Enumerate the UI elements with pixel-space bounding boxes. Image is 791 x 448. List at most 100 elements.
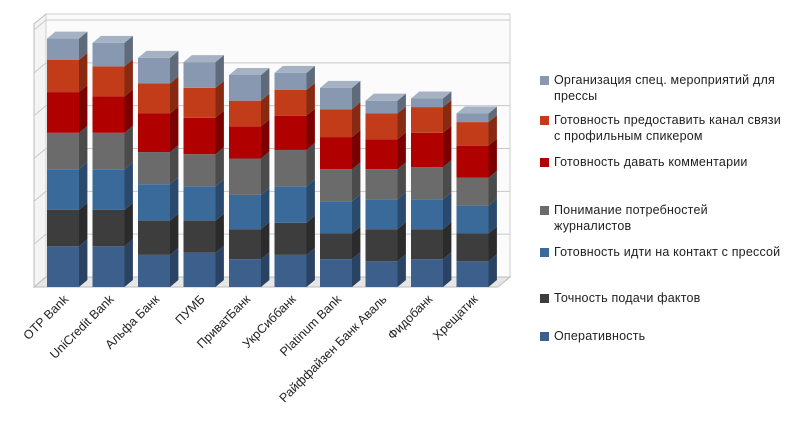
bar-segment [183,55,224,88]
bar-segment [274,179,315,223]
bar-side [488,106,497,123]
bar-side [124,59,133,97]
bar-side [306,82,315,116]
bar-front [320,169,352,202]
bar-segment [411,125,452,168]
bar-side [261,119,270,159]
bar-segment [138,76,179,114]
bar-side [261,222,270,260]
bar-front [47,38,79,60]
bar-front [183,220,216,253]
bar-front [138,152,170,185]
bar-front [411,98,443,108]
legend-swatch [540,332,549,341]
legend-label: Точность подачи фактов [554,291,701,305]
bar-front [47,59,79,93]
legend-item: Готовность идти на контакт с прессой [540,244,785,260]
bar-side [397,93,406,114]
bar-segment [183,179,224,221]
bar-front [365,199,398,230]
bar-segment [92,35,133,67]
bar-segment [229,187,270,230]
bar-front [92,246,125,287]
bar-front [365,169,398,200]
bar-segment [274,215,315,255]
bar-side [124,35,133,67]
bar-segment [92,59,133,97]
bar-front [411,132,443,168]
bar-side [488,115,497,146]
bar-segment [365,254,406,287]
bar-segment [229,67,270,101]
bar-front [229,74,261,101]
bar-side [488,198,497,234]
bar-front [274,222,307,255]
bar-top [92,35,133,43]
bar-front [92,169,125,210]
bar-side [124,162,133,210]
bar-segment [320,194,361,234]
bar-side [215,55,224,88]
bar-segment [274,82,315,116]
bar-stack [411,91,452,287]
bar-side [397,254,406,287]
bar-segment [229,119,270,159]
bar-side [124,202,133,247]
bar-segment [456,226,497,262]
bar-segment [47,31,88,60]
legend-item: Оперативность [540,328,785,344]
bar-front [183,186,216,221]
legend-item: Готовность давать комментарии [540,154,785,170]
bar-front [138,184,170,221]
bar-top [411,91,452,99]
bar-front [365,229,398,262]
bar-front [456,145,489,178]
bar-side [170,177,179,221]
bar-front [92,96,125,133]
bar-front [229,194,261,230]
bar-front [92,66,125,97]
bar-segment [320,252,361,287]
bar-stack [274,65,315,287]
bar-front [229,259,261,287]
bar-side [79,202,88,247]
bar-side [443,125,452,168]
gridline [33,19,510,31]
bar-front [138,113,170,153]
bar-side [124,125,133,170]
bar-front [274,72,307,90]
legend-label: Организация спец. мероприятий для прессы [554,73,775,103]
bar-side [397,162,406,200]
legend-label: Оперативность [554,329,646,343]
bar-segment [365,93,406,114]
bar-side [306,215,315,255]
bar-side [170,76,179,114]
bar-segment [92,125,133,170]
bar-front [183,252,216,287]
legend-item: Готовность предоставить канал связи с пр… [540,112,785,144]
bar-top [138,50,179,58]
bar-front [92,42,125,67]
bar-segment [138,177,179,221]
bar-segment [274,142,315,187]
bar-segment [183,80,224,118]
legend-item: Организация спец. мероприятий для прессы [540,72,785,104]
bar-front [456,113,489,123]
bar-front [456,122,489,146]
bar-front [274,186,307,223]
bar-segment [456,106,497,123]
x-tick-label: Хрещатик [430,292,481,343]
bar-side [397,192,406,230]
bar-side [215,245,224,287]
bar-front [229,100,261,127]
bar-segment [365,162,406,200]
bar-front [320,87,352,110]
bar-segment [320,80,361,110]
bar-front [138,220,170,255]
bar-top [320,80,361,88]
bar-front [274,89,307,116]
bar-side [352,102,361,138]
x-tick-label: ПУМБ [173,292,208,327]
legend-swatch [540,294,549,303]
bar-front [138,57,170,84]
